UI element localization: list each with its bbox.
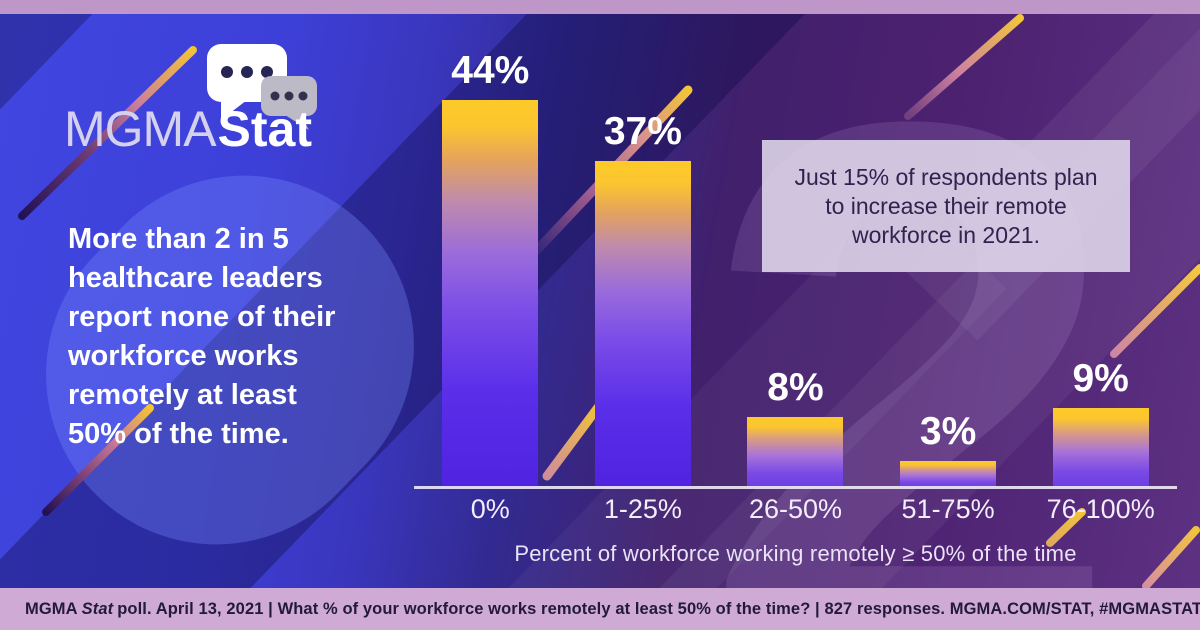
x-tick-label: 76-100% [1046, 494, 1155, 524]
footer-brand-italic: Stat [81, 599, 114, 618]
bar-value-label: 37% [603, 110, 682, 153]
bar-group: 8% [719, 40, 872, 487]
footer-band: MGMA Stat poll. April 13, 2021 | What % of… [0, 588, 1200, 630]
footer-brand: MGMA [25, 599, 78, 618]
bar-value-label: 3% [919, 410, 977, 453]
x-axis-line [414, 486, 1177, 489]
callout-text: Just 15% of respondents plan to increase… [794, 163, 1098, 248]
x-axis-tick-labels: 0% 1-25% 26-50% 51-75% 76-100% [414, 494, 1177, 525]
x-axis-caption: Percent of workforce working remotely ≥ … [514, 541, 1077, 566]
speech-bubbles-icon [207, 44, 317, 130]
brand-name-regular: MGMA [64, 101, 217, 157]
bar-group: 44% [414, 40, 567, 487]
brand-logo: MGMA Stat [64, 100, 312, 158]
bar-group: 3% [872, 40, 1025, 487]
x-tick-label: 51-75% [901, 494, 995, 524]
headline-text: More than 2 in 5 healthcare leaders repo… [68, 223, 336, 450]
footer-detail: poll. April 13, 2021 | What % of your wo… [117, 599, 1200, 618]
bar-value-label: 9% [1072, 357, 1129, 400]
bar-group: 37% [567, 40, 720, 487]
footer-text: MGMA Stat poll. April 13, 2021 | What % of… [25, 600, 1200, 619]
bar [900, 461, 997, 487]
bar-value-label: 44% [451, 49, 530, 92]
top-border-band [0, 0, 1200, 14]
bar [442, 100, 539, 487]
callout-box: Just 15% of respondents plan to increase… [762, 140, 1130, 272]
bar [1052, 408, 1149, 487]
bar-value-label: 8% [767, 366, 824, 409]
bar [747, 417, 844, 487]
x-tick-label: 0% [470, 494, 510, 524]
x-tick-label: 26-50% [748, 494, 843, 524]
x-tick-label: 1-25% [603, 494, 682, 524]
bar-group: 9% [1024, 40, 1177, 487]
brand-name-bold: Stat [217, 101, 313, 157]
bar [594, 161, 691, 487]
bar-chart: 44% 37% 8% 3% 9% [414, 40, 1177, 487]
